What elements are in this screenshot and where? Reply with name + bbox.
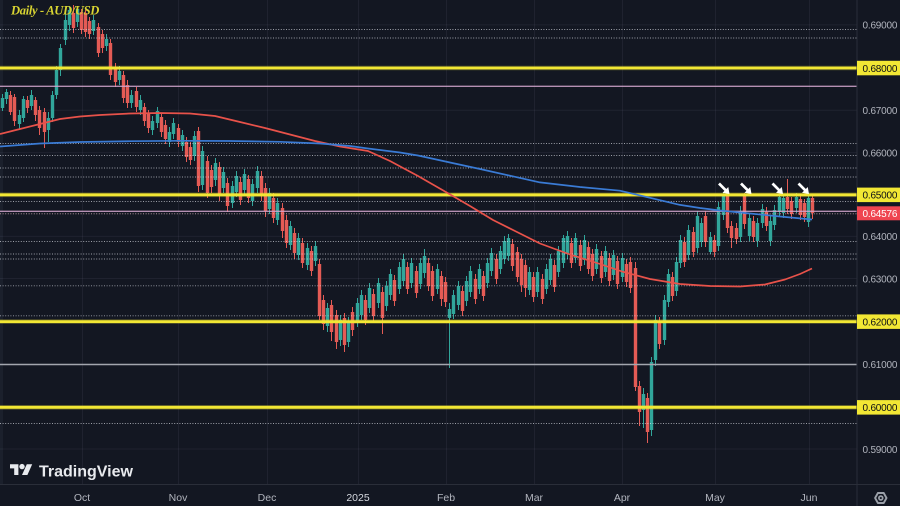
svg-text:Daily - AUD/USD: Daily - AUD/USD — [10, 4, 99, 18]
svg-text:0.64576: 0.64576 — [863, 209, 898, 220]
svg-text:0.63000: 0.63000 — [863, 274, 898, 285]
svg-text:0.65000: 0.65000 — [863, 191, 898, 202]
svg-text:Mar: Mar — [525, 492, 544, 504]
svg-text:May: May — [705, 492, 726, 504]
svg-text:Apr: Apr — [614, 492, 631, 504]
svg-text:0.66000: 0.66000 — [863, 148, 898, 159]
svg-text:0.60000: 0.60000 — [863, 403, 898, 414]
svg-text:Feb: Feb — [437, 492, 455, 504]
svg-text:Jun: Jun — [801, 492, 818, 504]
svg-text:0.59000: 0.59000 — [863, 445, 898, 456]
svg-text:0.62000: 0.62000 — [863, 317, 898, 328]
svg-text:TradingView: TradingView — [39, 464, 134, 481]
svg-text:0.68000: 0.68000 — [863, 64, 898, 75]
svg-text:2025: 2025 — [346, 492, 370, 504]
svg-text:0.61000: 0.61000 — [863, 360, 898, 371]
svg-text:0.64000: 0.64000 — [863, 232, 898, 243]
svg-text:0.69000: 0.69000 — [863, 21, 898, 32]
svg-text:Oct: Oct — [74, 492, 90, 504]
svg-text:0.67000: 0.67000 — [863, 106, 898, 117]
svg-text:Nov: Nov — [169, 492, 188, 504]
svg-text:Dec: Dec — [258, 492, 277, 504]
